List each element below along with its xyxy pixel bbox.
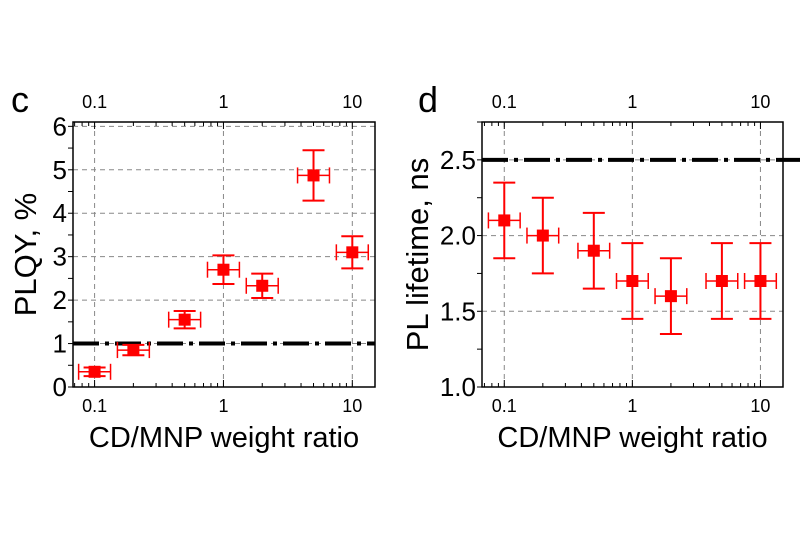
x-tick-label-top: 0.1 (492, 92, 517, 112)
y-axis-label: PL lifetime, ns (400, 158, 435, 352)
data-point (167, 309, 202, 330)
data-marker (536, 229, 549, 242)
x-axis-label: CD/MNP weight ratio (89, 422, 359, 454)
y-tick-label: 1.0 (440, 372, 476, 402)
data-point (77, 363, 112, 380)
data-marker (346, 246, 359, 259)
chart-panel-d: 0.1 0.1 1 1 10 10 1.0 1.5 2.0 2.5 CD/MNP weight ra… (400, 79, 800, 454)
y-tick-label: 2.5 (440, 145, 476, 175)
y-axis-label: PLQY, % (8, 193, 43, 317)
y-tick-label: 0 (53, 372, 67, 402)
data-marker (664, 290, 677, 303)
data-marker (715, 275, 728, 287)
y-tick-label: 5 (53, 155, 67, 185)
data-marker (307, 169, 320, 182)
data-point (654, 257, 688, 335)
x-tick-label-top: 1 (627, 92, 637, 112)
x-tick-label-top: 10 (750, 92, 770, 112)
data-point (615, 242, 649, 320)
data-marker (498, 214, 511, 227)
data-point (705, 242, 739, 320)
x-tick-label-top: 0.1 (82, 92, 107, 112)
data-point (335, 235, 370, 270)
data-marker (127, 344, 140, 357)
x-tick-label-top: 1 (218, 92, 228, 112)
chart-panel-c: 0.1 0.1 1 1 10 10 0 1 2 3 4 5 6 CD/MNP weight ratio PL… (8, 79, 376, 454)
data-marker (587, 244, 600, 257)
data-marker (626, 275, 639, 287)
data-marker (256, 279, 269, 292)
panel-label: c (11, 79, 29, 120)
data-point (296, 149, 331, 202)
x-tick-label-bottom: 1 (218, 396, 228, 416)
data-point (245, 272, 279, 299)
x-tick-label-bottom: 10 (750, 396, 770, 416)
data-point (743, 242, 778, 320)
y-tick-label: 2 (53, 285, 67, 315)
y-tick-label: 1 (53, 329, 67, 359)
data-point (116, 342, 151, 359)
data-point (487, 181, 521, 260)
x-tick-label-bottom: 10 (342, 396, 362, 416)
plot-frame (72, 121, 376, 388)
panel-label: d (418, 79, 438, 120)
data-point (206, 254, 241, 286)
data-marker (178, 313, 191, 326)
y-tick-label: 3 (53, 242, 67, 272)
x-tick-label-top: 10 (342, 92, 362, 112)
x-tick-label-bottom: 0.1 (492, 396, 517, 416)
y-tick-label: 2.0 (440, 221, 476, 251)
data-point (577, 211, 611, 290)
y-tick-label: 1.5 (440, 296, 476, 326)
x-tick-label-bottom: 0.1 (82, 396, 107, 416)
data-marker (88, 365, 101, 378)
y-tick-label: 6 (53, 111, 67, 141)
y-tick-label: 4 (53, 198, 67, 228)
data-marker (217, 263, 230, 276)
data-marker (754, 275, 767, 287)
x-tick-label-bottom: 1 (627, 396, 637, 416)
x-axis-label: CD/MNP weight ratio (497, 422, 767, 454)
data-point (526, 196, 560, 275)
